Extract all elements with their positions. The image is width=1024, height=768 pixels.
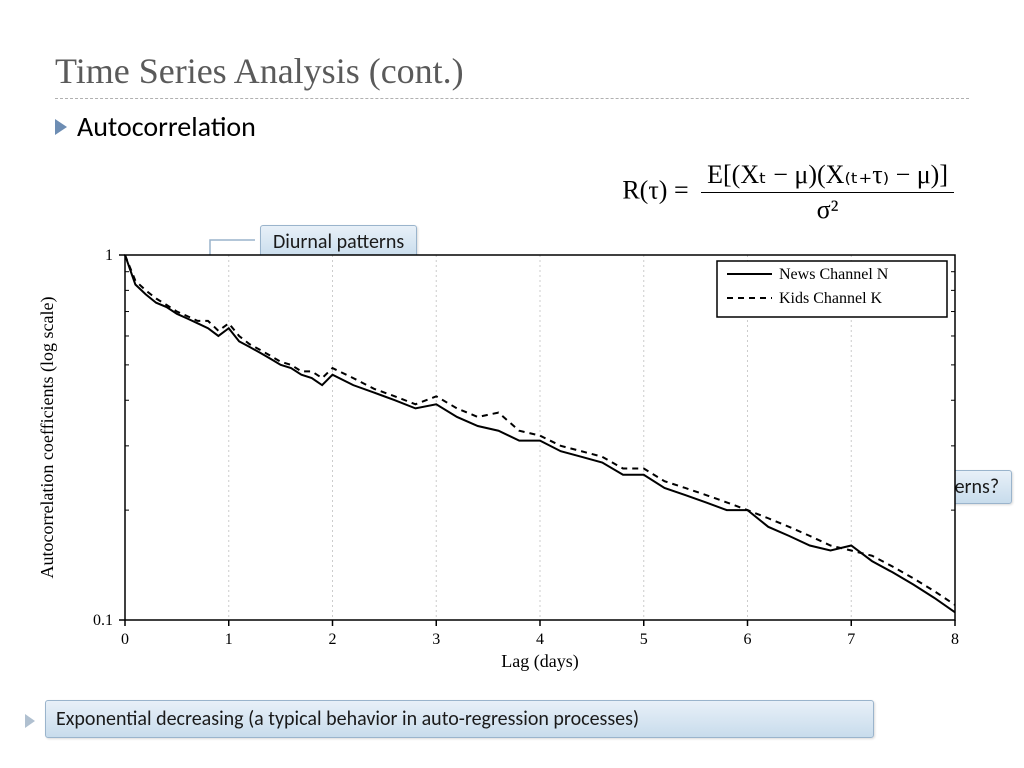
svg-text:0: 0 [121, 631, 129, 648]
svg-text:1: 1 [105, 247, 113, 264]
svg-text:News Channel N: News Channel N [779, 266, 889, 283]
svg-text:Lag (days): Lag (days) [501, 651, 578, 672]
chart-svg: 0 1 2 3 4 5 6 7 8 0.1 1 Lag (days) Autocorrelation c… [35, 235, 985, 675]
svg-text:Autocorrelation coefficients (: Autocorrelation coefficients (log scale) [37, 296, 58, 578]
formula-numerator: E[(Xₜ − μ)(X₍ₜ₊τ₎ − μ)] [701, 160, 954, 193]
svg-text:8: 8 [951, 631, 959, 648]
svg-text:5: 5 [640, 631, 648, 648]
svg-text:7: 7 [847, 631, 855, 648]
svg-text:6: 6 [744, 631, 752, 648]
formula-lhs: R(τ) = [622, 175, 695, 204]
footer-triangle-icon [25, 714, 35, 728]
slide: Time Series Analysis (cont.) Autocorrela… [0, 0, 1024, 768]
svg-text:0.1: 0.1 [93, 612, 113, 629]
title-divider [55, 98, 969, 99]
footer-callout: Exponential decreasing (a typical behavi… [45, 700, 874, 738]
bullet-triangle-icon [55, 119, 67, 135]
svg-text:2: 2 [329, 631, 337, 648]
svg-text:Kids Channel K: Kids Channel K [779, 290, 883, 307]
svg-text:1: 1 [225, 631, 233, 648]
slide-title: Time Series Analysis (cont.) [55, 50, 969, 92]
bullet-row: Autocorrelation [55, 109, 969, 144]
autocorrelation-formula: R(τ) = E[(Xₜ − μ)(X₍ₜ₊τ₎ − μ)] σ² [622, 160, 954, 225]
formula-denominator: σ² [701, 193, 954, 225]
svg-text:3: 3 [432, 631, 440, 648]
svg-text:4: 4 [536, 631, 544, 648]
bullet-text: Autocorrelation [77, 109, 256, 144]
autocorrelation-chart: 0 1 2 3 4 5 6 7 8 0.1 1 Lag (days) Autocorrelation c… [35, 235, 985, 675]
